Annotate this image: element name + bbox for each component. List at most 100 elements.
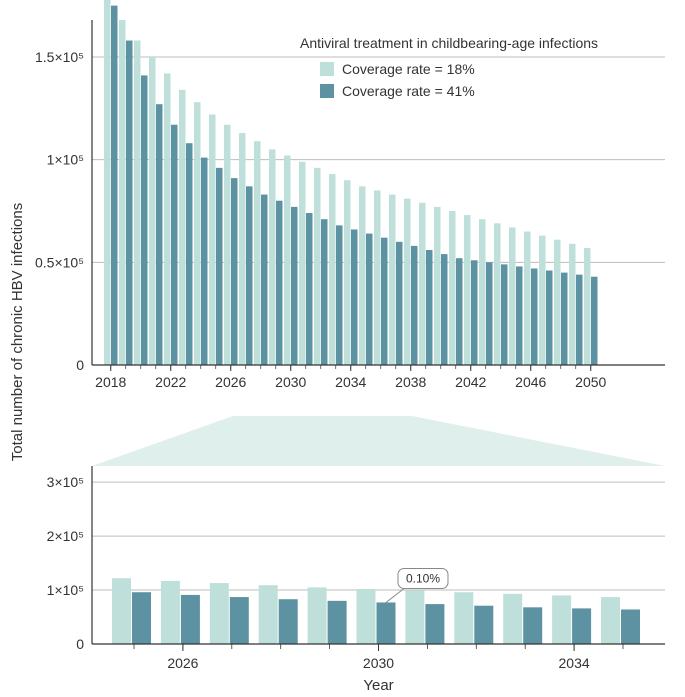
bar-s1 — [164, 73, 171, 365]
bar-s2 — [141, 75, 148, 365]
bar-s2 — [261, 195, 268, 365]
bar-s2 — [377, 602, 396, 644]
bar-s2 — [546, 271, 553, 365]
bar-s1 — [344, 180, 351, 365]
bar-s1 — [179, 90, 186, 365]
y-tick-label: 1×10⁵ — [47, 152, 84, 168]
bar-s2 — [576, 275, 583, 365]
bar-s2 — [531, 268, 538, 365]
bar-s2 — [516, 266, 523, 365]
bar-s1 — [210, 583, 229, 644]
y-tick-label: 0.5×10⁵ — [35, 254, 84, 270]
bar-s1 — [119, 20, 126, 365]
bar-s1 — [503, 594, 522, 644]
bar-s2 — [306, 213, 313, 365]
legend-swatch — [320, 62, 334, 76]
legend-swatch — [320, 84, 334, 98]
bar-s1 — [601, 597, 620, 644]
bar-s2 — [216, 168, 223, 365]
bar-s2 — [231, 178, 238, 365]
bar-s2 — [366, 234, 373, 365]
bar-s2 — [621, 609, 640, 644]
bar-s1 — [389, 195, 396, 365]
bar-s1 — [434, 207, 441, 365]
bar-s2 — [279, 599, 298, 644]
legend-title: Antiviral treatment in childbearing-age … — [300, 35, 598, 51]
legend-item-label: Coverage rate = 41% — [342, 83, 475, 99]
bar-s1 — [308, 587, 327, 644]
bar-s1 — [374, 190, 381, 365]
callout-text: 0.10% — [406, 571, 440, 585]
y-tick-label: 1.5×10⁵ — [35, 49, 84, 65]
bar-s2 — [561, 273, 568, 365]
bar-s1 — [314, 168, 321, 365]
bar-s2 — [132, 592, 151, 644]
bar-s2 — [381, 238, 388, 365]
bar-s2 — [246, 186, 253, 365]
bar-s1 — [539, 236, 546, 365]
y-tick-label: 0 — [76, 357, 84, 373]
bar-s2 — [425, 604, 444, 644]
bar-s2 — [156, 104, 163, 365]
bar-s1 — [449, 211, 456, 365]
bar-s1 — [194, 102, 201, 365]
bar-s2 — [486, 262, 493, 365]
x-tick-label: 2030 — [275, 374, 306, 390]
x-tick-label: 2034 — [335, 374, 366, 390]
bar-s1 — [479, 219, 486, 365]
bar-s2 — [336, 225, 343, 365]
bar-s1 — [494, 223, 501, 365]
x-tick-label: 2018 — [95, 374, 126, 390]
x-tick-label: 2026 — [167, 655, 198, 671]
bar-s2 — [276, 201, 283, 365]
bar-s2 — [230, 597, 249, 644]
bar-s1 — [299, 162, 306, 365]
bar-s1 — [584, 248, 591, 365]
y-tick-label: 0 — [76, 636, 84, 652]
bar-s1 — [329, 174, 336, 365]
bar-s2 — [411, 246, 418, 365]
bar-s2 — [474, 606, 493, 644]
bar-s2 — [471, 260, 478, 365]
bar-s1 — [161, 581, 180, 644]
bar-s1 — [524, 232, 531, 365]
bar-s1 — [224, 125, 231, 365]
bar-s1 — [359, 186, 366, 365]
bar-s2 — [291, 207, 298, 365]
legend-item-label: Coverage rate = 18% — [342, 61, 475, 77]
bar-s2 — [171, 125, 178, 365]
bar-s1 — [357, 589, 376, 644]
bar-s2 — [321, 219, 328, 365]
bar-s2 — [111, 6, 118, 365]
bar-s2 — [181, 595, 200, 644]
x-tick-label: 2022 — [155, 374, 186, 390]
bar-s1 — [419, 203, 426, 365]
bar-s2 — [328, 601, 347, 644]
bar-s1 — [569, 244, 576, 365]
bar-s2 — [126, 41, 133, 365]
bar-s2 — [186, 143, 193, 365]
x-axis-label: Year — [363, 677, 393, 694]
bar-s1 — [104, 0, 111, 365]
bar-s2 — [456, 258, 463, 365]
bar-s2 — [201, 158, 208, 365]
bar-s1 — [254, 141, 261, 365]
bar-s2 — [351, 229, 358, 365]
bar-s1 — [509, 227, 516, 365]
bar-s1 — [269, 149, 276, 365]
bar-s2 — [591, 277, 598, 365]
bar-s2 — [501, 264, 508, 365]
bar-s1 — [454, 592, 473, 644]
bar-s1 — [552, 595, 571, 644]
x-tick-label: 2026 — [215, 374, 246, 390]
bar-s2 — [523, 607, 542, 644]
x-tick-label: 2030 — [363, 655, 394, 671]
x-tick-label: 2038 — [395, 374, 426, 390]
x-tick-label: 2042 — [455, 374, 486, 390]
bar-s1 — [149, 57, 156, 365]
bar-s1 — [112, 578, 131, 644]
bar-s1 — [404, 199, 411, 365]
bar-s1 — [284, 156, 291, 365]
y-axis-label: Total number of chronic HBV infections — [9, 203, 26, 461]
x-tick-label: 2050 — [575, 374, 606, 390]
